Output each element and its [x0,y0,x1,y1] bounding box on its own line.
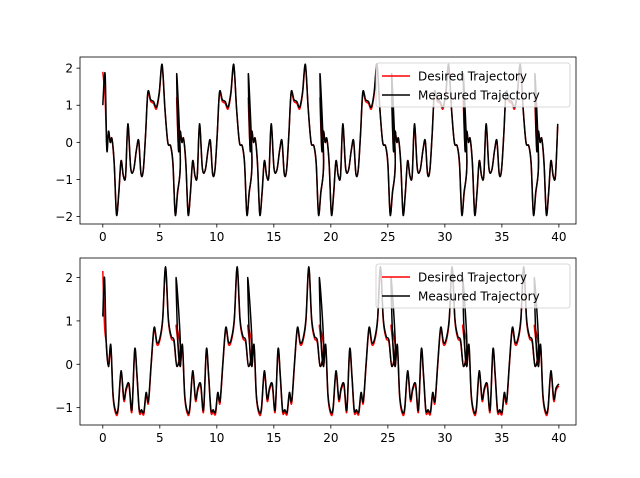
x-tick-label: 5 [156,230,164,244]
subplot-1: 0 5 10 15 20 25 30 35 40 −2 −1 0 1 2 Desired Trajector… [55,56,577,244]
axes-frame [79,257,577,426]
x-tick-label: 0 [99,230,107,244]
x-tick-label: 15 [266,230,281,244]
plot-area [102,265,560,417]
x-tick-label: 25 [380,431,395,445]
x-tick-label: 20 [323,230,338,244]
y-tick-label: 2 [65,271,73,285]
x-tick-label: 0 [99,431,107,445]
y-tick-label: 2 [65,62,73,76]
x-tick-label: 35 [494,230,509,244]
y-tick-label: 0 [65,358,73,372]
y-tick-label: 1 [65,314,73,328]
y-tick-label: −2 [55,210,73,224]
legend-label-desired: Desired Trajectory [418,70,527,84]
series-line-measured [102,265,560,415]
x-tick-label: 5 [156,431,164,445]
y-tick-label: −1 [55,173,73,187]
plot-area [102,63,559,217]
x-tick-label: 40 [551,431,566,445]
x-tick-label: 15 [266,431,281,445]
legend-box [375,263,571,309]
legend-label-desired: Desired Trajectory [418,271,527,285]
legend-label-measured: Measured Trajectory [418,290,540,304]
y-tick-label: 0 [65,136,73,150]
x-tick-label: 25 [380,230,395,244]
legend: Desired Trajectory Measured Trajectory [375,62,571,108]
x-tick-label: 30 [437,230,452,244]
legend-label-measured: Measured Trajectory [418,89,540,103]
series-line-measured [102,63,559,217]
x-tick-label: 35 [494,431,509,445]
x-tick-label: 10 [209,431,224,445]
x-tick-label: 10 [209,230,224,244]
subplot-2: 0 5 10 15 20 25 30 35 40 −1 0 1 2 Desired Trajectory M… [55,257,577,445]
x-tick-label: 20 [323,431,338,445]
legend: Desired Trajectory Measured Trajectory [375,263,571,309]
x-tick-label: 40 [551,230,566,244]
axes-frame [79,56,577,225]
y-tick-label: −1 [55,401,73,415]
y-tick-label: 1 [65,99,73,113]
x-tick-label: 30 [437,431,452,445]
legend-box [375,62,571,108]
